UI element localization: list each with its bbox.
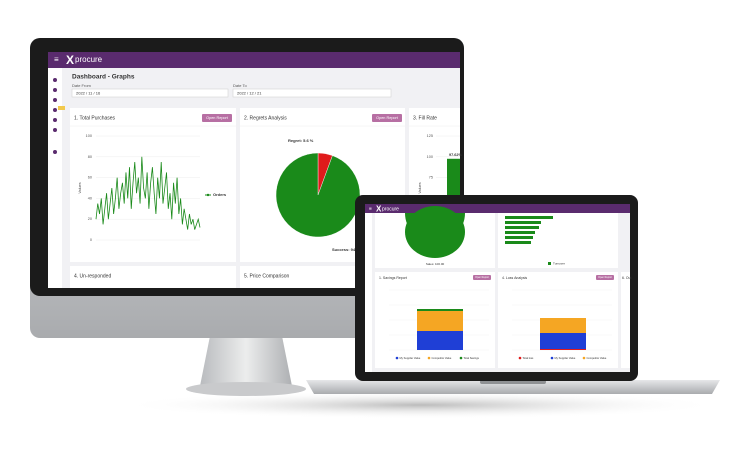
y-tick-label: 80 [88, 155, 92, 159]
card-title: 5. Price Comparison [244, 273, 290, 279]
legend-label: Turnover [553, 261, 565, 265]
card [70, 108, 236, 262]
date-input[interactable] [71, 88, 229, 98]
legend-dot [518, 356, 522, 360]
card [70, 266, 236, 288]
bar-segment [540, 349, 586, 350]
menu-icon[interactable]: ≡ [369, 206, 372, 212]
legend-label: Competitor Value [432, 356, 452, 360]
bar [505, 241, 531, 244]
nav-icon[interactable] [53, 98, 57, 102]
nav-icon[interactable] [53, 128, 57, 132]
date-input[interactable] [232, 88, 392, 98]
nav-icon[interactable] [53, 150, 57, 154]
legend-label: Competitor Value [587, 356, 607, 360]
nav-icon[interactable] [53, 78, 57, 82]
badge [58, 106, 65, 110]
legend-label: Total Savings [464, 356, 480, 360]
card [621, 272, 630, 368]
slice-label: Success: 94.4 % [332, 247, 364, 252]
button-label: Open Report [598, 276, 612, 279]
nav-icon[interactable] [53, 118, 57, 122]
card-title: 1. Total Purchases [74, 115, 116, 121]
bar [505, 236, 533, 239]
button-label: Open Report [475, 276, 489, 279]
sidebar [48, 68, 62, 288]
data-label: 97.62% [449, 153, 463, 157]
card-title: 4. Loss Analysis [502, 276, 527, 280]
bar [505, 216, 553, 219]
date-value: 2022 / 11 / 16 [76, 91, 101, 96]
bar-segment [540, 333, 586, 349]
legend-dot [395, 356, 399, 360]
page-title: Dashboard - Graphs [72, 74, 135, 81]
bar-segment [540, 318, 586, 333]
logo: procure [75, 55, 103, 64]
slice-label: Regret: 5.6 % [288, 138, 314, 143]
legend-swatch [548, 262, 551, 265]
legend-label: Orders [213, 192, 227, 197]
logo: procure [382, 206, 399, 212]
y-tick-label: 100 [86, 134, 92, 138]
nav-icon[interactable] [53, 88, 57, 92]
legend-dot [206, 193, 210, 197]
card-title: 3. Fill Rate [413, 115, 437, 121]
card-title: 1. Savings Report [379, 276, 407, 280]
y-tick-label: 125 [427, 134, 433, 138]
date-value: 2022 / 12 / 21 [237, 91, 262, 96]
y-tick-label: 20 [88, 217, 92, 221]
y-axis-label: Values [418, 182, 422, 193]
y-axis-label: Values [78, 182, 82, 193]
bar [505, 231, 535, 234]
y-tick-label: 40 [88, 196, 92, 200]
monitor-neck [200, 336, 292, 386]
logo-x: X [66, 53, 74, 67]
y-tick-label: 100 [427, 155, 433, 159]
pie-slice [275, 152, 361, 238]
card-title: 2. Regrets Analysis [244, 115, 287, 121]
y-tick-label: 0 [90, 238, 92, 242]
legend-dot [582, 356, 586, 360]
legend-label: My Supplier Value [400, 356, 421, 360]
legend-label: Total loss [523, 356, 535, 360]
legend-dot [550, 356, 554, 360]
y-tick-label: 60 [88, 176, 92, 180]
button-label: Open Report [206, 116, 229, 120]
bar-segment [417, 331, 463, 350]
bar-segment [417, 309, 463, 311]
line [95, 156, 201, 230]
card-title: 6. Out [622, 276, 632, 280]
legend-dot [427, 356, 431, 360]
legend-dot [459, 356, 463, 360]
button-label: Open Report [376, 116, 399, 120]
y-tick-label: 75 [429, 176, 433, 180]
logo-x: X [376, 205, 382, 214]
laptop-base [306, 380, 720, 394]
pie [405, 206, 465, 258]
top-bar [48, 52, 460, 68]
menu-icon[interactable]: ≡ [54, 55, 59, 64]
date-label: Date From [72, 83, 92, 88]
data-label: Sales: 100.00 [426, 262, 445, 266]
button[interactable] [372, 114, 402, 122]
bar [505, 226, 539, 229]
button[interactable] [473, 275, 491, 280]
button[interactable] [202, 114, 232, 122]
date-label: Date To [233, 83, 247, 88]
nav-icon[interactable] [53, 108, 57, 112]
legend-label: My Supplier Value [555, 356, 576, 360]
top-bar [365, 204, 630, 213]
sidebar [365, 213, 372, 372]
bar [505, 221, 541, 224]
monitor-base [186, 382, 306, 396]
card-title: 4. Un-responded [74, 273, 111, 279]
bar-segment [417, 311, 463, 331]
button[interactable] [596, 275, 614, 280]
shadow [120, 391, 720, 419]
